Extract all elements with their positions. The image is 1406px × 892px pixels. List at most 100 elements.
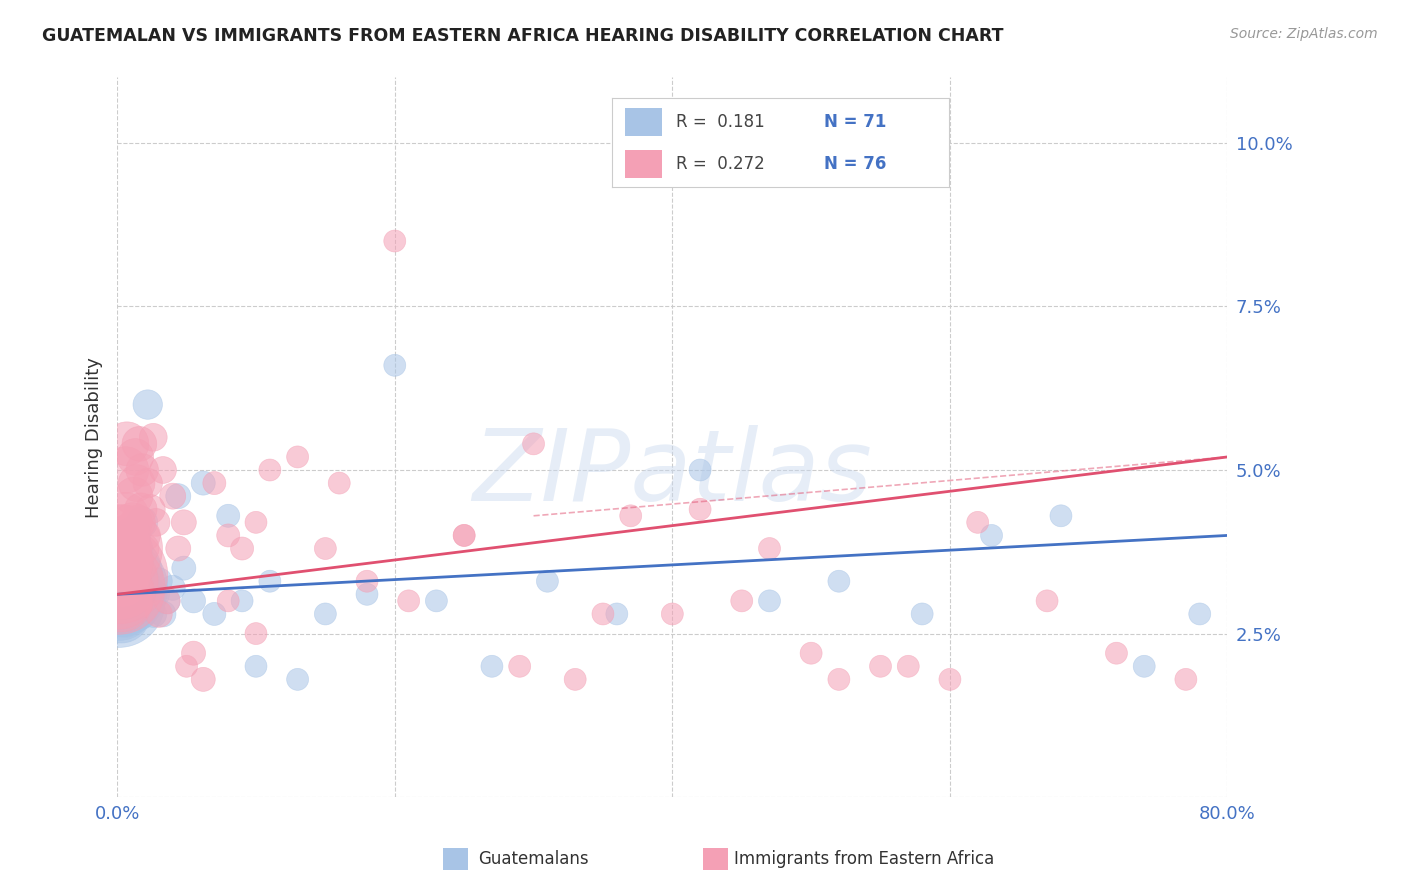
Point [1105,646,1128,660]
Point [287,673,309,687]
Point [111,600,134,615]
Point [114,508,136,523]
Point [183,646,205,660]
Point [152,463,174,477]
Point [110,567,132,582]
Point [731,594,754,608]
Point [115,437,138,451]
Point [114,587,136,601]
Point [110,581,132,595]
Point [108,587,131,601]
Point [111,587,134,601]
Point [173,561,195,575]
Point [107,594,129,608]
Point [124,450,146,464]
Point [145,587,167,601]
Point [287,450,309,464]
Point [156,594,179,608]
Point [1174,673,1197,687]
Point [314,541,336,556]
Point [328,476,350,491]
Point [114,561,136,575]
Point [869,659,891,673]
Point [124,561,146,575]
Point [108,574,131,589]
Point [118,581,141,595]
Point [107,581,129,595]
Point [689,502,711,516]
Point [121,516,143,530]
Point [148,607,170,621]
Point [828,673,851,687]
Point [117,528,139,542]
Point [108,574,131,589]
Point [131,516,153,530]
Point [202,476,225,491]
Point [107,541,129,556]
Point [356,574,378,589]
Point [245,626,267,640]
Text: Source: ZipAtlas.com: Source: ZipAtlas.com [1230,27,1378,41]
FancyBboxPatch shape [626,108,662,136]
Point [384,234,406,248]
Point [217,528,239,542]
Point [522,437,544,451]
Point [136,476,159,491]
Point [120,587,142,601]
Point [111,561,134,575]
Point [193,673,215,687]
Point [111,567,134,582]
Point [1188,607,1211,621]
Point [139,502,162,516]
Point [398,594,420,608]
Point [384,359,406,373]
Point [120,567,142,582]
Point [134,528,156,542]
Point [131,463,153,477]
Point [112,535,135,549]
Point [162,489,184,503]
Point [356,587,378,601]
Point [108,561,131,575]
Point [108,587,131,601]
Point [111,574,134,589]
Point [259,463,281,477]
Point [1133,659,1156,673]
Text: R =  0.272: R = 0.272 [676,155,765,173]
Point [120,541,142,556]
Point [125,541,148,556]
Point [118,561,141,575]
Point [129,607,152,621]
Point [117,587,139,601]
Point [173,516,195,530]
Point [121,607,143,621]
Point [132,541,155,556]
Point [183,594,205,608]
Point [127,574,149,589]
Point [453,528,475,542]
Text: Immigrants from Eastern Africa: Immigrants from Eastern Africa [734,850,994,868]
Point [115,594,138,608]
Text: ZIPatlas: ZIPatlas [472,425,872,522]
Point [217,594,239,608]
Point [112,607,135,621]
Point [202,607,225,621]
Point [481,659,503,673]
Point [689,463,711,477]
Point [564,673,586,687]
Point [129,502,152,516]
Point [142,607,165,621]
Point [132,594,155,608]
Point [162,581,184,595]
Point [115,607,138,621]
Point [142,430,165,444]
Point [592,607,614,621]
FancyBboxPatch shape [626,150,662,178]
Point [127,516,149,530]
Text: GUATEMALAN VS IMMIGRANTS FROM EASTERN AFRICA HEARING DISABILITY CORRELATION CHAR: GUATEMALAN VS IMMIGRANTS FROM EASTERN AF… [42,27,1004,45]
Point [112,581,135,595]
Point [125,476,148,491]
Point [108,600,131,615]
Point [110,607,132,621]
Point [107,581,129,595]
